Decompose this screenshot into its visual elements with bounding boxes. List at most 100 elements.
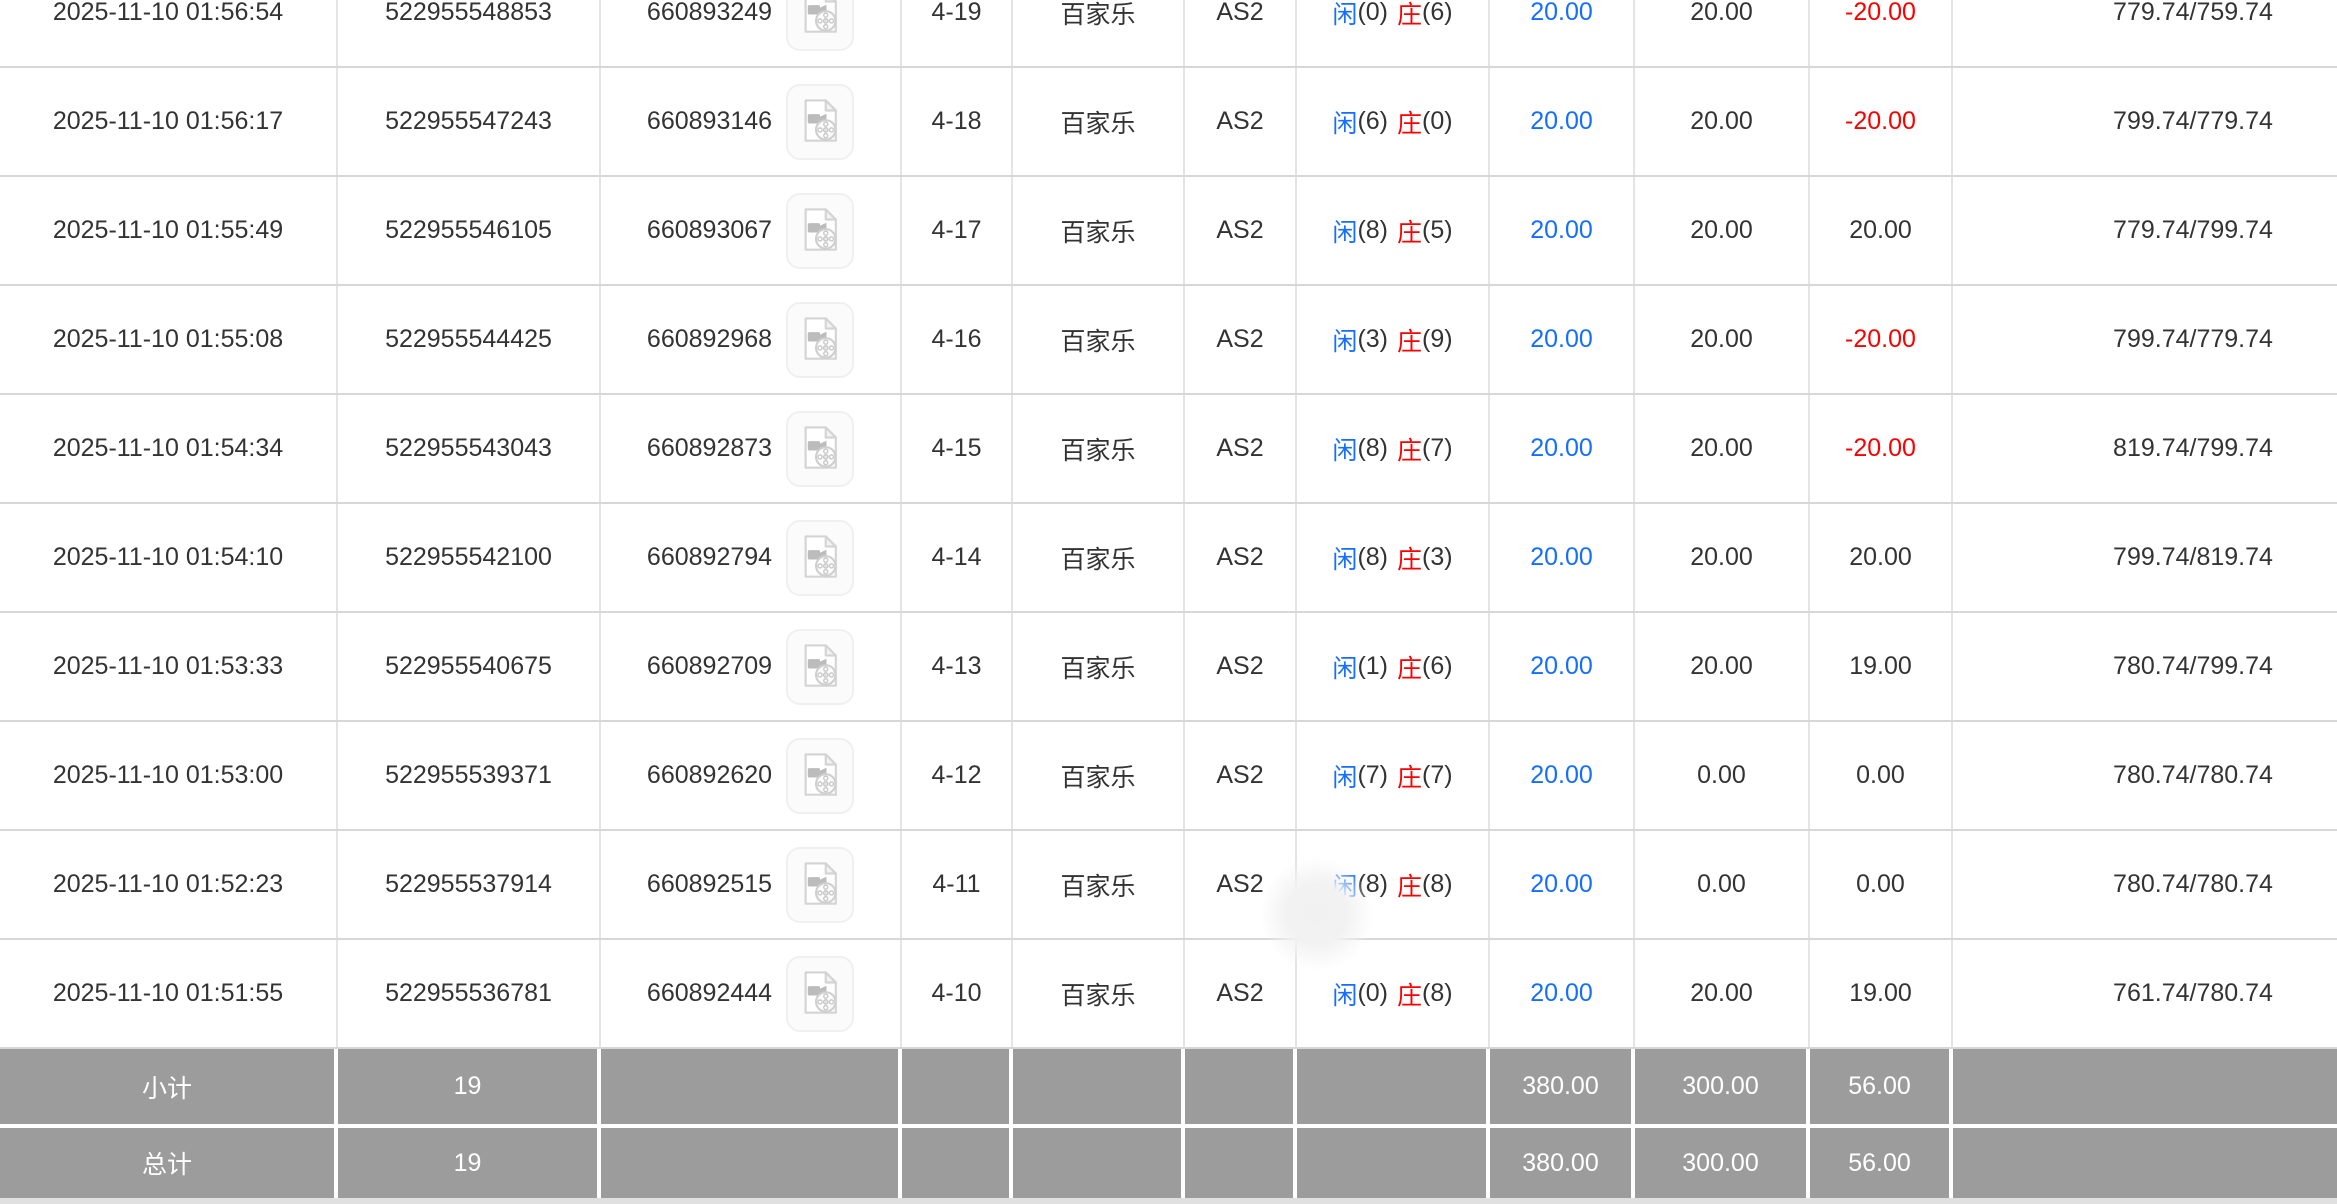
player-result-label: 闲 [1332,436,1358,465]
cell-order-no: 522955542100 [338,504,601,611]
cell-table: AS2 [1185,286,1297,393]
cell-balance: 799.74/779.74 [2113,107,2273,135]
player-result-score: (8) [1357,543,1388,571]
cell-round: 4-17 [902,177,1013,284]
cell-order-no: 522955546105 [338,177,601,284]
game-id-text: 660892620 [646,761,773,789]
cell-bet-amount: 20.00 [1490,177,1635,284]
cell-valid-bet: 20.00 [1635,940,1810,1047]
table-row: 2025-11-10 01:54:10 522955542100 6608927… [0,504,2337,613]
subtotal-bet: 380.00 [1490,1049,1635,1124]
cell-bet-amount: 20.00 [1490,0,1635,66]
cell-order-no: 522955544425 [338,286,601,393]
cell-balance: 780.74/780.74 [2113,870,2273,898]
banker-result-label: 庄 [1397,109,1423,138]
cell-round: 4-10 [902,940,1013,1047]
cell-round: 4-14 [902,504,1013,611]
cell-game-type: 百家乐 [1013,613,1185,720]
banker-result-score: (3) [1422,543,1453,571]
total-empty [601,1128,902,1198]
game-id-text: 660892515 [646,870,773,898]
cell-bet-amount: 20.00 [1490,831,1635,938]
subtotal-valid-bet: 300.00 [1635,1049,1810,1124]
cell-game-id: 660892794 [601,504,902,611]
cell-game-id: 660892968 [601,286,902,393]
banker-result-score: (7) [1422,434,1453,462]
video-replay-button[interactable] [786,0,855,51]
banker-result-label: 庄 [1397,872,1423,901]
video-replay-button[interactable] [786,737,855,814]
game-id-text: 660892794 [646,543,773,571]
cell-result: 闲 (0) 庄 (8) [1297,940,1490,1047]
subtotal-count: 19 [338,1049,601,1124]
video-replay-button[interactable] [786,519,855,596]
video-replay-button[interactable] [786,301,855,378]
video-replay-button[interactable] [786,846,855,923]
banker-result-label: 庄 [1397,654,1423,683]
cell-time: 2025-11-10 01:54:10 [0,504,338,611]
banker-result-score: (8) [1422,979,1453,1007]
video-file-icon [804,752,837,796]
table-body: 2025-11-10 01:56:54 522955548853 6608932… [0,0,2337,1049]
video-file-icon [804,316,837,360]
banker-result-label: 庄 [1397,436,1423,465]
cell-valid-bet: 20.00 [1635,286,1810,393]
player-result-label: 闲 [1332,327,1358,356]
video-replay-button[interactable] [786,410,855,487]
cell-game-type: 百家乐 [1013,504,1185,611]
banker-result-score: (9) [1422,325,1453,353]
cell-table: AS2 [1185,831,1297,938]
subtotal-empty [1297,1049,1490,1124]
cell-win-loss: -20.00 [1810,286,1953,393]
cell-valid-bet: 20.00 [1635,0,1810,66]
banker-result-label: 庄 [1397,0,1423,29]
banker-result-label: 庄 [1397,545,1423,574]
total-empty [1297,1128,1490,1198]
subtotal-win-loss: 56.00 [1810,1049,1953,1124]
subtotal-empty [1013,1049,1185,1124]
cell-balance: 779.74/799.74 [2113,216,2273,244]
cell-valid-bet: 20.00 [1635,68,1810,175]
cell-win-loss: 20.00 [1810,504,1953,611]
cell-result: 闲 (8) 庄 (7) [1297,395,1490,502]
cell-result: 闲 (3) 庄 (9) [1297,286,1490,393]
cell-valid-bet: 0.00 [1635,831,1810,938]
cell-game-type: 百家乐 [1013,831,1185,938]
player-result-label: 闲 [1332,218,1358,247]
video-replay-button[interactable] [786,628,855,705]
video-file-icon [804,98,837,142]
game-id-text: 660892873 [646,434,773,462]
cell-time: 2025-11-10 01:53:33 [0,613,338,720]
banker-result-score: (0) [1422,107,1453,135]
table-row: 2025-11-10 01:51:55 522955536781 6608924… [0,940,2337,1049]
cell-round: 4-13 [902,613,1013,720]
cell-order-no: 522955536781 [338,940,601,1047]
cell-valid-bet: 20.00 [1635,504,1810,611]
cell-round: 4-18 [902,68,1013,175]
video-replay-button[interactable] [786,955,855,1032]
video-replay-button[interactable] [786,83,855,160]
cell-order-no: 522955547243 [338,68,601,175]
video-file-icon [804,861,837,905]
subtotal-empty [1185,1049,1297,1124]
cell-time: 2025-11-10 01:56:17 [0,68,338,175]
cell-result: 闲 (1) 庄 (6) [1297,613,1490,720]
video-file-icon [804,207,837,251]
player-result-label: 闲 [1332,981,1358,1010]
cell-bet-amount: 20.00 [1490,940,1635,1047]
player-result-score: (8) [1357,870,1388,898]
banker-result-label: 庄 [1397,981,1423,1010]
bottom-strip [0,1198,2337,1204]
subtotal-empty [902,1049,1013,1124]
banker-result-score: (8) [1422,870,1453,898]
cell-valid-bet: 0.00 [1635,722,1810,829]
cell-time: 2025-11-10 01:51:55 [0,940,338,1047]
cell-result: 闲 (8) 庄 (8) [1297,831,1490,938]
video-replay-button[interactable] [786,192,855,269]
cell-order-no: 522955537914 [338,831,601,938]
table-row: 2025-11-10 01:56:54 522955548853 6608932… [0,0,2337,68]
player-result-label: 闲 [1332,872,1358,901]
cell-balance: 779.74/759.74 [2113,0,2273,26]
cell-win-loss: 19.00 [1810,613,1953,720]
